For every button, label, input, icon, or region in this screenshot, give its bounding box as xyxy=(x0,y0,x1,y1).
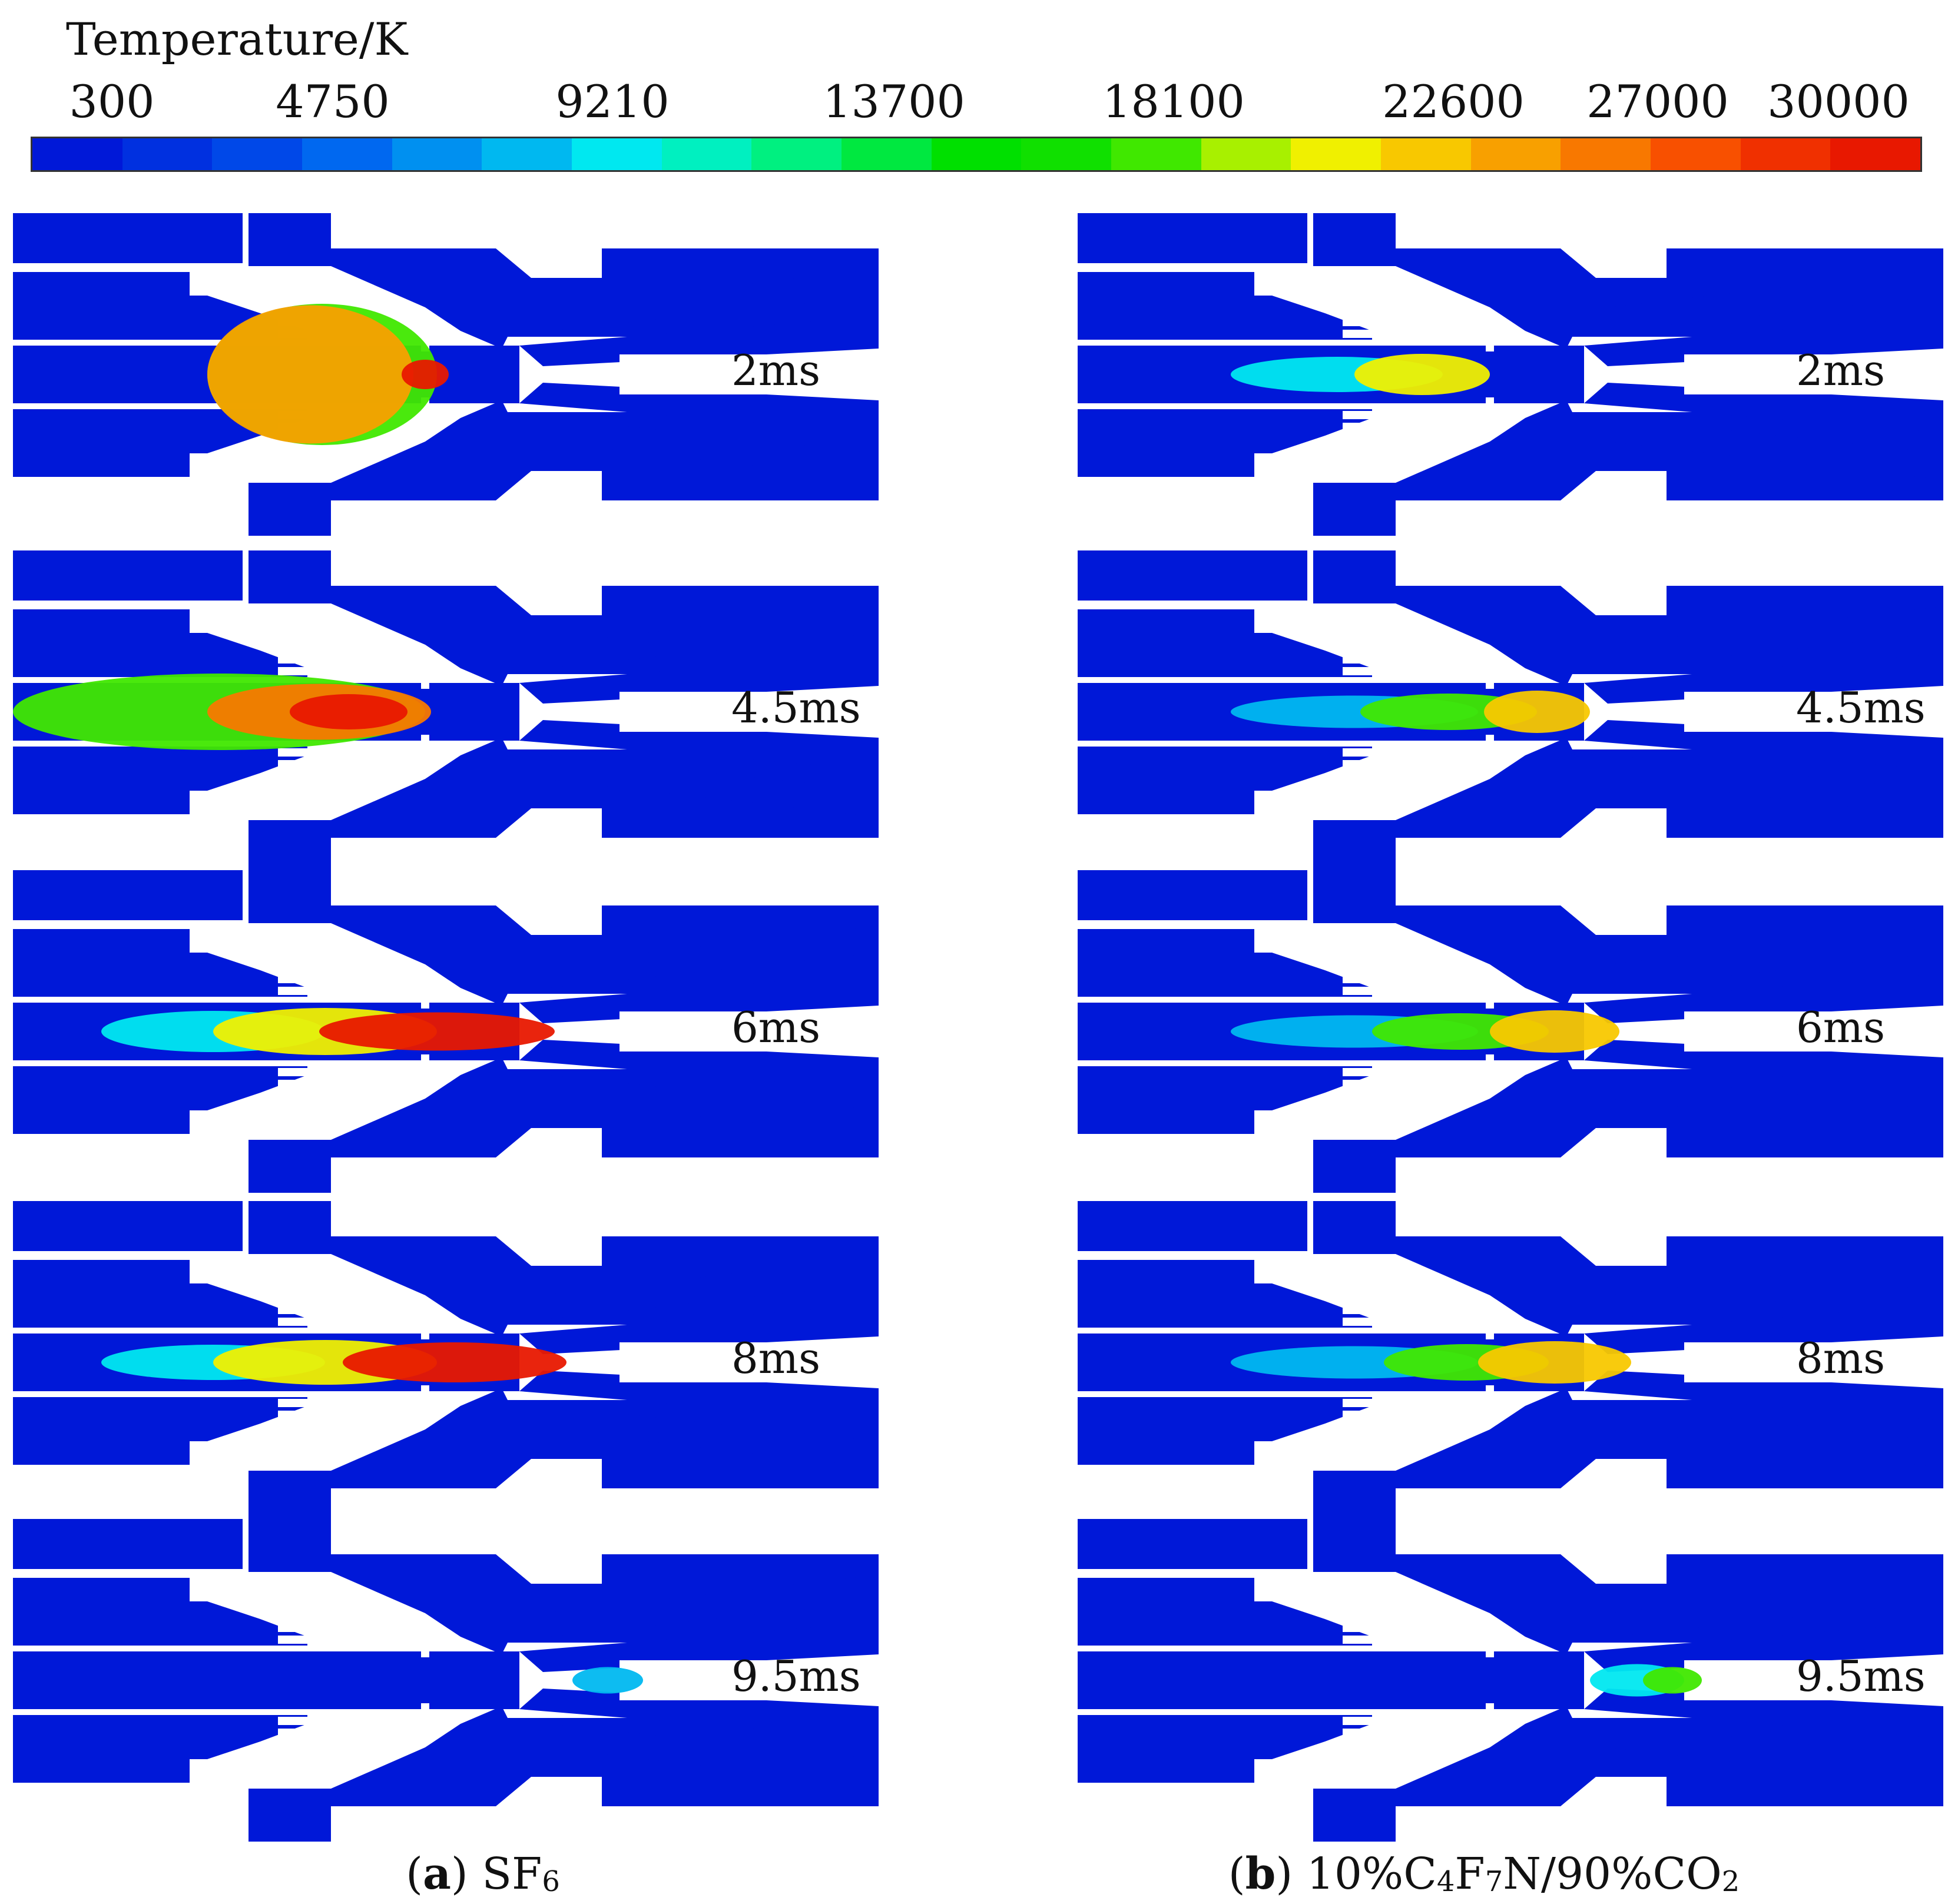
caption-a: (a) SF6 xyxy=(406,1849,560,1899)
contour-plot xyxy=(1078,213,1943,536)
colorbar-tick: 9210 xyxy=(555,75,670,128)
colorbar-segment xyxy=(1561,138,1651,170)
colorbar-tick: 30000 xyxy=(1767,75,1910,128)
colorbar-tick: 13700 xyxy=(823,75,965,128)
contour-plot xyxy=(1078,870,1943,1193)
temperature-contour-panel: 2ms xyxy=(1078,213,1943,536)
time-label: 8ms xyxy=(1796,1334,1886,1383)
contour-plot xyxy=(1078,1201,1943,1524)
contour-plot xyxy=(13,870,879,1193)
colorbar-segment xyxy=(1651,138,1741,170)
colorbar-segment xyxy=(751,138,842,170)
colorbar-segment xyxy=(302,138,392,170)
time-label: 4.5ms xyxy=(731,683,861,732)
contour-plot xyxy=(13,1519,879,1842)
temperature-contour-panel: 8ms xyxy=(1078,1201,1943,1524)
colorbar-segment xyxy=(661,138,752,170)
colorbar-segment xyxy=(1291,138,1382,170)
temperature-contour-panel: 6ms xyxy=(1078,870,1943,1193)
colorbar-segment xyxy=(1021,138,1112,170)
colorbar-segment xyxy=(1381,138,1471,170)
temperature-contour-panel: 9.5ms xyxy=(13,1519,879,1842)
colorbar-segment xyxy=(32,138,122,170)
time-label: 2ms xyxy=(731,346,821,395)
temperature-contour-panel: 8ms xyxy=(13,1201,879,1524)
colorbar-tick: 300 xyxy=(69,75,155,128)
colorbar-tick: 4750 xyxy=(276,75,390,128)
time-label: 9.5ms xyxy=(731,1651,861,1701)
time-label: 6ms xyxy=(731,1003,821,1052)
contour-plot xyxy=(1078,550,1943,873)
colorbar-segment xyxy=(1111,138,1201,170)
legend-title: Temperature/K xyxy=(66,13,408,65)
temperature-colorbar xyxy=(31,137,1922,172)
colorbar-segment xyxy=(482,138,572,170)
colorbar-segment xyxy=(1740,138,1831,170)
temperature-contour-panel: 9.5ms xyxy=(1078,1519,1943,1842)
temperature-contour-panel: 4.5ms xyxy=(13,550,879,873)
colorbar-tick: 27000 xyxy=(1586,75,1729,128)
colorbar-segment xyxy=(572,138,662,170)
colorbar-segment xyxy=(1201,138,1291,170)
time-label: 2ms xyxy=(1796,346,1886,395)
colorbar-segment xyxy=(212,138,303,170)
colorbar-segment xyxy=(392,138,482,170)
colorbar-tick: 18100 xyxy=(1102,75,1245,128)
contour-plot xyxy=(13,1201,879,1524)
contour-plot xyxy=(13,550,879,873)
temperature-contour-panel: 2ms xyxy=(13,213,879,536)
contour-plot xyxy=(13,213,879,536)
caption-b: (b) 10%C4F7N/90%CO2 xyxy=(1228,1849,1740,1899)
colorbar-segment xyxy=(122,138,213,170)
time-label: 8ms xyxy=(731,1334,821,1383)
time-label: 9.5ms xyxy=(1796,1651,1926,1701)
colorbar-segment xyxy=(931,138,1022,170)
colorbar-segment xyxy=(1830,138,1921,170)
time-label: 6ms xyxy=(1796,1003,1886,1052)
colorbar-segment xyxy=(842,138,932,170)
colorbar-tick: 22600 xyxy=(1382,75,1525,128)
contour-plot xyxy=(1078,1519,1943,1842)
colorbar-segment xyxy=(1470,138,1561,170)
time-label: 4.5ms xyxy=(1796,683,1926,732)
temperature-contour-panel: 6ms xyxy=(13,870,879,1193)
temperature-contour-panel: 4.5ms xyxy=(1078,550,1943,873)
